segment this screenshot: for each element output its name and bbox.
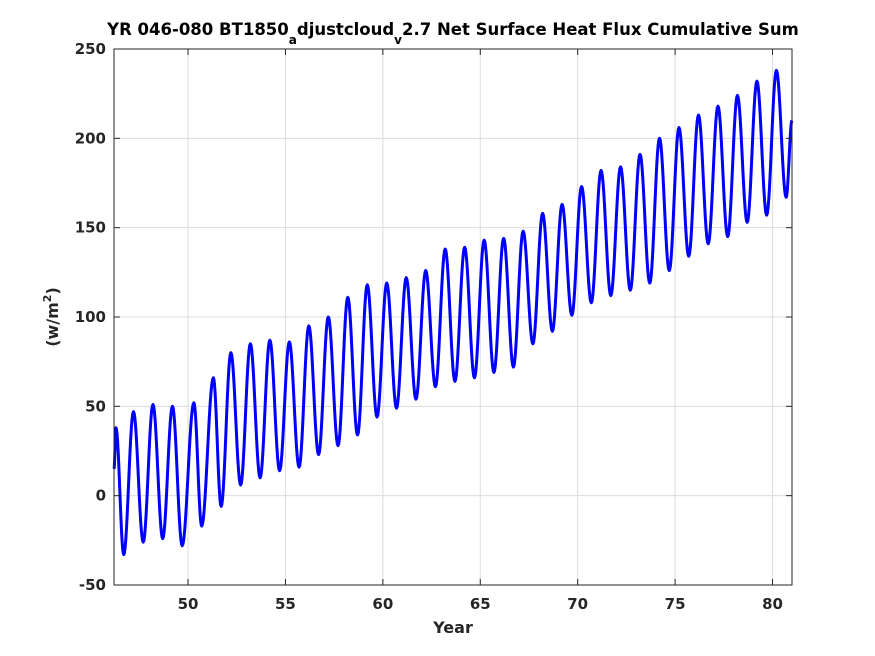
x-tick-label: 80 [762, 595, 783, 613]
chart-title-part3: 2.7 Net Surface Heat Flux Cumulative Sum [402, 20, 799, 39]
x-tick-label: 65 [470, 595, 491, 613]
x-tick-label: 70 [567, 595, 588, 613]
chart-title-part1: YR 046-080 BT1850 [106, 20, 289, 39]
y-tick-label: 50 [85, 397, 106, 415]
x-axis-label: Year [432, 618, 473, 637]
chart-title-part2: djustcloud [297, 20, 394, 39]
series-line [112, 68, 794, 557]
x-tick-label: 75 [665, 595, 686, 613]
y-tick-label: 150 [75, 219, 106, 237]
series-layer [112, 68, 794, 557]
y-axis-label: (w/m2) [41, 287, 62, 347]
x-tick-label: 60 [372, 595, 393, 613]
y-tick-label: 0 [96, 487, 106, 505]
y-tick-label: 100 [75, 308, 106, 326]
chart-title: YR 046-080 BT1850adjustcloudv2.7 Net Sur… [106, 20, 799, 47]
chart-title-sub1: a [289, 33, 297, 47]
y-axis-label-sup: 2 [41, 295, 54, 303]
y-axis-label-text: (w/m [43, 302, 62, 347]
y-tick-label: 250 [75, 40, 106, 58]
x-tick-label: 50 [178, 595, 199, 613]
y-tick-label: -50 [79, 576, 106, 594]
y-axis-label-close: ) [43, 287, 62, 294]
y-tick-label: 200 [75, 129, 106, 147]
x-tick-label: 55 [275, 595, 296, 613]
chart-title-sub2: v [394, 33, 402, 47]
axis-ticks: 50 55 60 65 70 75 80 -50 0 50 100 150 200 250 [75, 40, 792, 613]
